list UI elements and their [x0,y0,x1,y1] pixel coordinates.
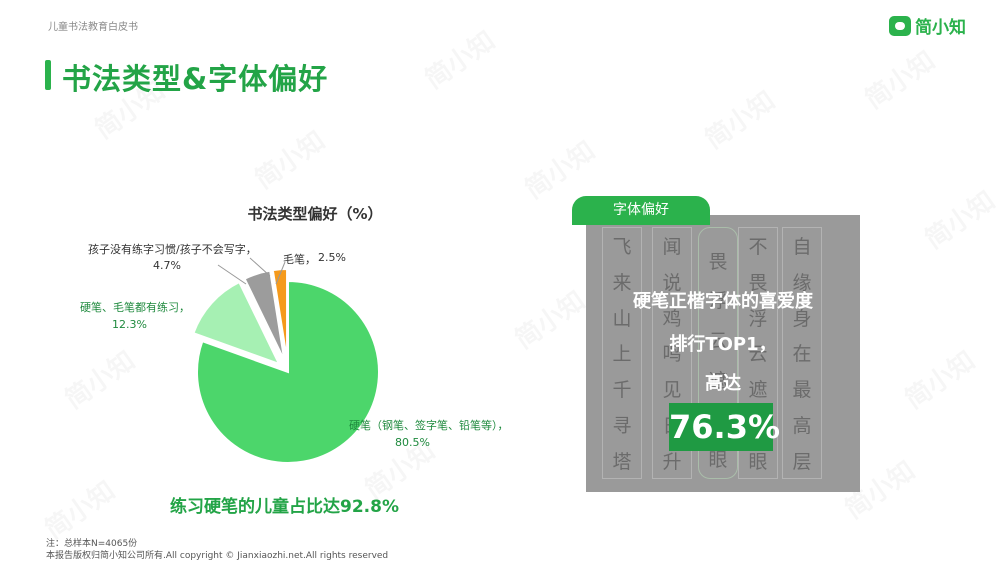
copyright-note: 本报告版权归简小知公司所有.All copyright © Jianxiaozh… [46,551,389,561]
report-name: 儿童书法教育白皮书 [48,22,138,33]
calligraphy-char: 山 [612,307,632,330]
calligraphy-char: 云 [748,343,768,366]
calligraphy-char: 高 [792,414,812,437]
calligraphy-char: 眼 [748,450,768,473]
calligraphy-char: 飞 [612,236,632,259]
calligraphy-char: 鸡 [662,307,682,330]
card-line-2: 排行TOP1， [669,334,777,355]
calligraphy-char: 升 [662,450,682,473]
calligraphy-char: 寻 [612,414,632,437]
slice-value-both: 12.3% [112,318,147,331]
calligraphy-char: 最 [792,379,812,402]
calligraphy-char: 塔 [612,450,632,473]
calligraphy-char: 缘 [792,272,812,295]
conclusion-text: 练习硬笔的儿童占比达92.8% [170,497,399,517]
calligraphy-char: 千 [612,379,632,402]
leader-line [275,261,286,285]
calligraphy-char: 畏 [748,272,768,295]
calligraphy-char: 见 [662,379,682,402]
calligraphy-column: 自缘身在最高层 [782,227,822,479]
calligraphy-char: 说 [662,272,682,295]
calligraphy-char: 畏 [708,250,728,273]
calligraphy-char: 遮 [748,379,768,402]
calligraphy-char: 层 [792,450,812,473]
pie-chart [192,257,380,464]
calligraphy-column: 飞来山上千寻塔 [602,227,642,479]
calligraphy-char: 不 [748,236,768,259]
watermark: 简小知 [916,181,1000,256]
slice-value-brush: 2.5% [318,251,346,264]
brand-logo: 简小知 [889,13,966,38]
logo-icon [889,15,911,36]
slice-both [192,280,282,366]
leader-line [249,257,271,277]
calligraphy-char: 遮 [708,369,728,392]
calligraphy-char: 自 [792,236,812,259]
slice-label-both: 硬笔、毛笔都有练习， [80,301,190,314]
slice-label-hard-pen: 硬笔（钢笔、签字笔、铅笔等）， [349,419,509,432]
tab-font-preference: 字体偏好 [572,196,710,225]
logo-text: 简小知 [915,18,966,38]
calligraphy-char: 鸣 [662,343,682,366]
chart-title: 书法类型偏好（%） [247,205,383,223]
slice-label-none: 孩子没有练字习惯/孩子不会写字， [88,243,257,256]
watermark: 简小知 [696,81,781,156]
watermark: 简小知 [856,41,941,116]
slice-value-none: 4.7% [153,259,181,272]
calligraphy-char: 身 [792,307,812,330]
calligraphy-char: 在 [792,343,812,366]
calligraphy-char: 眼 [708,448,728,471]
watermark: 简小知 [896,341,981,416]
slice-label-brush: 毛笔， [283,253,316,266]
calligraphy-column: 不畏浮云遮望眼 [738,227,778,479]
sample-note: 注：总样本N=4065份 [46,539,138,549]
slice-value-hard-pen: 80.5% [395,436,430,449]
calligraphy-char: 闻 [662,236,682,259]
title-accent-bar [45,60,51,90]
calligraphy-char: 云 [708,329,728,352]
calligraphy-char: 上 [612,343,632,366]
card-highlight-value: 76.3% [669,403,780,451]
card-line-3: 高达 [705,373,741,394]
slice-brush [271,268,289,361]
leader-line [217,264,247,285]
card-line-1: 硬笔正楷字体的喜爱度 [633,291,813,312]
calligraphy-column: 畏浮云遮望眼 [698,227,738,479]
calligraphy-char: 浮 [708,290,728,313]
calligraphy-char: 来 [612,272,632,295]
slice-none [243,269,286,361]
calligraphy-char: 浮 [748,307,768,330]
slice-hard-pen [196,279,380,464]
calligraphy-column: 闻说鸡鸣见日升 [652,227,692,479]
page-title: 书法类型&字体偏好 [62,62,329,96]
